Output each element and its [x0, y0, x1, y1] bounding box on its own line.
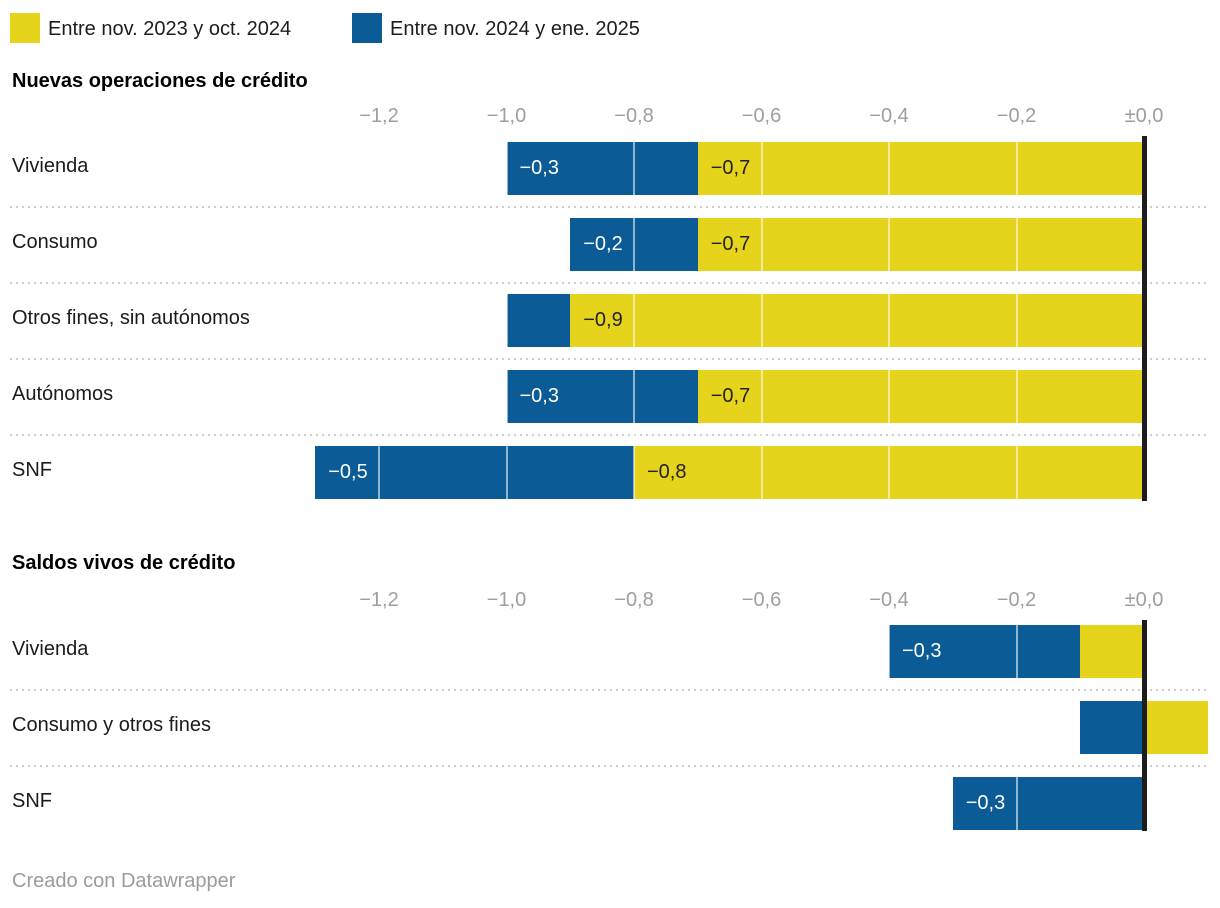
- bar-segment-blue: [889, 625, 1081, 678]
- bar-value-label: −0,5: [328, 461, 368, 483]
- bar-value-label: −0,3: [519, 385, 559, 407]
- gridline: [378, 136, 380, 501]
- datawrapper-credit-link[interactable]: Creado con Datawrapper: [12, 870, 236, 892]
- bar-segment-blue: [506, 294, 571, 347]
- row-separator: [10, 765, 1210, 767]
- x-axis-tick-label: −0,2: [996, 589, 1037, 611]
- zero-baseline: [1142, 620, 1147, 831]
- x-axis-tick-label: −0,6: [741, 589, 782, 611]
- gridline: [888, 136, 890, 501]
- bar-value-label: −0,2: [583, 233, 623, 255]
- bar-value-label: −0,7: [710, 233, 751, 255]
- x-axis-tick-label: −0,8: [614, 105, 654, 127]
- legend-item-label: Entre nov. 2023 y oct. 2024: [48, 18, 292, 40]
- row-separator: [10, 434, 1210, 436]
- legend-swatch-yellow: [10, 13, 40, 43]
- bar-value-label: −0,7: [710, 385, 751, 407]
- bar-segment-blue: [1080, 701, 1144, 754]
- x-axis-tick-label: −0,4: [869, 589, 909, 611]
- bar-segment-blue: [506, 142, 698, 195]
- bar-segment-yellow: [1080, 625, 1144, 678]
- x-axis-tick-label: −0,6: [741, 105, 782, 127]
- bar-segment-blue: [506, 370, 698, 423]
- gridline: [888, 620, 890, 831]
- bar-value-label: −0,8: [647, 461, 687, 483]
- category-label: Autónomos: [12, 383, 114, 405]
- legend-swatch-blue: [352, 13, 382, 43]
- gridline: [1015, 620, 1018, 831]
- bar-segment-blue: [315, 446, 634, 499]
- row-separator: [10, 206, 1210, 208]
- bar-value-label: −0,7: [710, 157, 751, 179]
- zero-baseline: [1142, 136, 1147, 501]
- gridline: [633, 136, 635, 501]
- category-label: SNF: [12, 790, 52, 812]
- bar-segment-yellow: [697, 370, 1144, 423]
- x-axis-tick-label: −1,0: [486, 105, 527, 127]
- category-label: Consumo y otros fines: [12, 714, 211, 736]
- gridline: [505, 620, 508, 831]
- bar-segment-yellow: [697, 218, 1144, 271]
- bar-segment-blue: [952, 777, 1144, 830]
- bar-value-label: −0,9: [583, 309, 623, 331]
- gridline: [633, 620, 635, 831]
- x-axis-tick-label: −1,2: [359, 105, 399, 127]
- section-title-saldos-vivos: Saldos vivos de crédito: [12, 552, 236, 574]
- x-axis-tick-label: −0,8: [614, 589, 654, 611]
- bar-value-label: −0,3: [965, 792, 1006, 814]
- x-axis-tick-label: −0,2: [996, 105, 1037, 127]
- bar-value-label: −0,3: [902, 640, 942, 662]
- x-axis-tick-label: ±0,0: [1124, 589, 1164, 611]
- x-axis-tick-label: −1,0: [486, 589, 527, 611]
- gridline: [760, 136, 763, 501]
- category-label: Otros fines, sin autónomos: [12, 307, 250, 329]
- bar-segment-yellow: [697, 142, 1144, 195]
- bar-value-label: −0,3: [519, 157, 559, 179]
- section-title-nuevas-operaciones: Nuevas operaciones de crédito: [12, 70, 308, 92]
- gridline: [378, 620, 380, 831]
- row-separator: [10, 282, 1210, 284]
- bar-segment-yellow: [1144, 701, 1208, 754]
- bar-segment-yellow: [570, 294, 1144, 347]
- gridline: [1015, 136, 1018, 501]
- category-label: Vivienda: [12, 638, 89, 660]
- x-axis-tick-label: −1,2: [359, 589, 399, 611]
- row-separator: [10, 358, 1210, 360]
- row-separator: [10, 689, 1210, 691]
- legend-item-label: Entre nov. 2024 y ene. 2025: [390, 18, 640, 40]
- category-label: Consumo: [12, 231, 98, 253]
- category-label: Vivienda: [12, 155, 89, 177]
- x-axis-tick-label: −0,4: [869, 105, 909, 127]
- gridline: [760, 620, 763, 831]
- category-label: SNF: [12, 459, 52, 481]
- x-axis-tick-label: ±0,0: [1124, 105, 1164, 127]
- gridline: [505, 136, 508, 501]
